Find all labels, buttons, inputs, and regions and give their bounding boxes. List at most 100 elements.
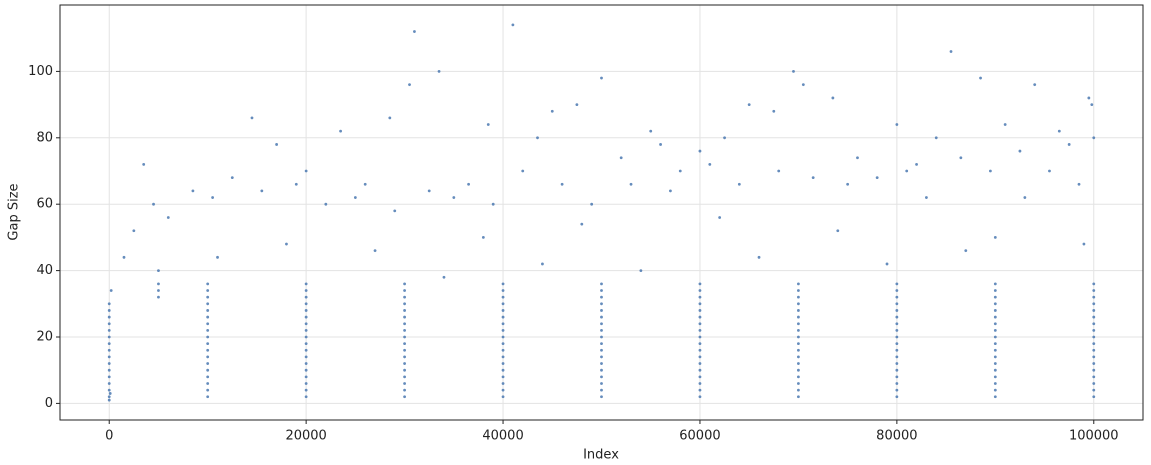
point: [993, 388, 997, 392]
point: [1023, 196, 1027, 199]
point: [698, 328, 702, 332]
y-tick-label: 80: [36, 130, 53, 145]
point: [107, 322, 111, 326]
point: [1018, 149, 1022, 153]
point: [600, 395, 603, 399]
point: [501, 328, 505, 332]
point: [206, 309, 210, 312]
point: [600, 289, 603, 292]
point: [811, 176, 815, 180]
point: [698, 295, 702, 299]
point: [304, 295, 308, 299]
point: [107, 315, 111, 319]
point: [718, 216, 722, 219]
point: [157, 282, 160, 286]
point: [230, 176, 234, 180]
point: [304, 342, 308, 346]
point: [993, 375, 997, 379]
y-tick-label: 0: [45, 396, 53, 411]
point: [413, 30, 416, 33]
point: [304, 362, 308, 365]
point: [132, 229, 136, 233]
point: [895, 328, 899, 332]
point: [698, 309, 702, 312]
point: [107, 395, 111, 399]
point: [206, 348, 210, 352]
point: [294, 182, 298, 186]
point: [629, 182, 633, 186]
point: [304, 335, 308, 339]
point: [501, 302, 505, 306]
point: [304, 348, 308, 352]
point: [580, 222, 584, 226]
point: [122, 255, 126, 259]
y-tick-label: 100: [28, 64, 53, 79]
point: [1092, 348, 1096, 352]
point: [698, 302, 702, 306]
point: [107, 375, 111, 379]
point: [107, 342, 111, 346]
point: [797, 315, 800, 319]
point: [403, 368, 406, 372]
point: [797, 375, 800, 379]
point: [206, 368, 210, 372]
point: [501, 362, 505, 365]
point: [157, 289, 160, 292]
point: [452, 196, 456, 199]
point: [142, 162, 146, 166]
point: [959, 156, 963, 160]
point: [1092, 315, 1096, 319]
point: [373, 249, 377, 253]
point: [757, 255, 761, 259]
point: [481, 236, 485, 239]
point: [304, 315, 308, 319]
point: [1092, 382, 1096, 385]
point: [895, 382, 899, 385]
point: [993, 328, 997, 332]
point: [600, 362, 603, 365]
point: [501, 322, 505, 326]
point: [856, 156, 859, 160]
point: [403, 302, 406, 306]
point: [600, 382, 603, 385]
point: [157, 295, 160, 299]
point: [895, 322, 899, 326]
point: [501, 295, 505, 299]
point: [797, 382, 800, 385]
point: [403, 295, 406, 299]
point: [875, 176, 879, 180]
point: [600, 295, 603, 299]
point: [403, 289, 406, 292]
point: [206, 355, 210, 359]
point: [797, 348, 800, 352]
point: [797, 282, 800, 286]
point: [408, 83, 411, 87]
points: [107, 23, 1096, 402]
point: [737, 182, 741, 186]
point: [206, 335, 210, 339]
point: [797, 328, 800, 332]
point: [993, 282, 997, 286]
point: [442, 275, 446, 279]
point: [698, 342, 702, 346]
point: [1092, 355, 1096, 359]
point: [1092, 295, 1096, 299]
point: [403, 335, 406, 339]
point: [560, 182, 564, 186]
point: [1033, 83, 1037, 87]
point: [600, 388, 603, 392]
point: [206, 315, 210, 319]
point: [541, 262, 544, 266]
point: [772, 109, 776, 113]
point: [895, 315, 899, 319]
point: [600, 76, 603, 80]
point: [993, 322, 997, 326]
point: [501, 335, 505, 339]
point: [304, 302, 308, 306]
point: [501, 282, 505, 286]
point: [1092, 322, 1096, 326]
point: [1082, 242, 1086, 246]
point: [797, 322, 800, 326]
point: [304, 282, 308, 286]
point: [393, 209, 397, 213]
